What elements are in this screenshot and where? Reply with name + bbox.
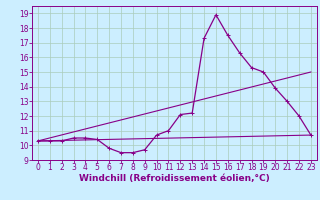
X-axis label: Windchill (Refroidissement éolien,°C): Windchill (Refroidissement éolien,°C) xyxy=(79,174,270,183)
